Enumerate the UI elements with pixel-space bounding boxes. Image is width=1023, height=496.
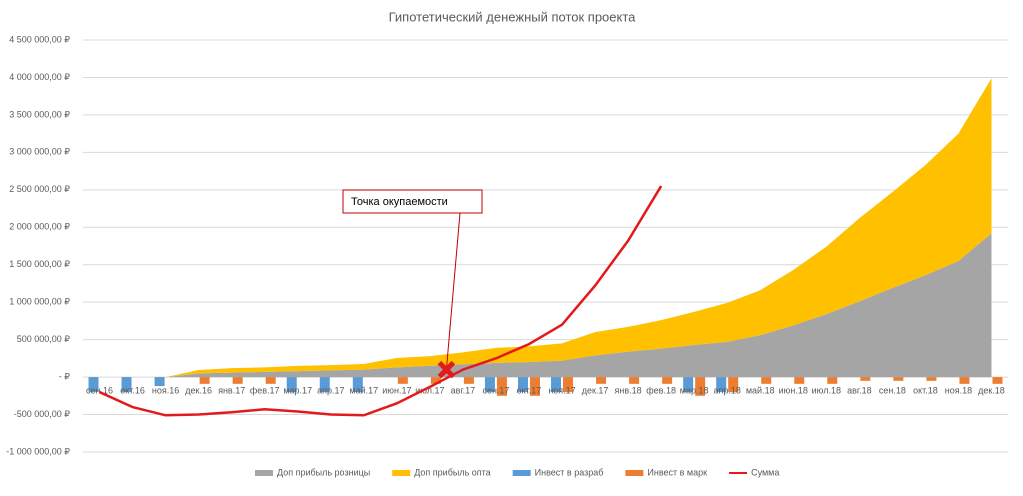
y-tick-label: 2 500 000,00 ₽ [9, 184, 70, 194]
legend-label: Инвест в разраб [535, 467, 604, 477]
bar [629, 377, 640, 384]
x-tick-label: янв.18 [615, 385, 642, 395]
y-tick-label: 3 000 000,00 ₽ [9, 147, 70, 157]
bar [683, 377, 694, 393]
callout-box [342, 189, 483, 214]
x-tick-label: дек.18 [978, 385, 1005, 395]
x-tick-label: июн.17 [382, 385, 411, 395]
area [99, 78, 992, 378]
x-tick-label: май.18 [746, 385, 775, 395]
x-tick-label: апр.17 [317, 385, 344, 395]
y-tick-label: -1 000 000,00 ₽ [6, 446, 70, 456]
bar [496, 377, 507, 396]
legend-swatch [512, 470, 531, 476]
x-tick-label: мар.18 [680, 385, 709, 395]
bar [352, 377, 363, 393]
bar [286, 377, 297, 393]
bar [992, 377, 1003, 384]
bar [517, 377, 528, 393]
x-tick-label: окт.16 [120, 385, 145, 395]
bar [893, 377, 904, 381]
bar [926, 377, 937, 381]
x-tick-label: сен.16 [86, 385, 113, 395]
x-tick-label: сен.18 [879, 385, 906, 395]
x-tick-label: ноя.18 [945, 385, 972, 395]
bar [959, 377, 970, 384]
x-tick-label: авг.18 [847, 385, 871, 395]
x-tick-label: окт.18 [913, 385, 938, 395]
legend-swatch [255, 470, 273, 476]
chart-title: Гипотетический денежный поток проекта [389, 9, 637, 24]
x-tick-label: фев.17 [250, 385, 280, 395]
bar [88, 377, 99, 393]
bar [430, 377, 441, 384]
legend-swatch [625, 470, 644, 476]
x-tick-label: июн.18 [779, 385, 808, 395]
bar [529, 377, 540, 396]
callout-text: Точка окупаемости [351, 196, 448, 208]
x-tick-label: дек.16 [185, 385, 212, 395]
x-tick-label: май.17 [349, 385, 378, 395]
x-tick-label: сен.17 [482, 385, 509, 395]
cross-marker [437, 360, 456, 379]
legend-swatch [392, 470, 411, 476]
bar [319, 377, 330, 393]
bar [463, 377, 474, 384]
bar [662, 377, 673, 384]
bar [265, 377, 276, 384]
x-tick-label: ноя.17 [548, 385, 575, 395]
bar [761, 377, 772, 384]
y-tick-label: - ₽ [59, 371, 70, 381]
x-tick-label: окт.17 [517, 385, 542, 395]
bar [199, 377, 210, 384]
legend-label: Инвест в марк [647, 467, 707, 477]
bar [232, 377, 243, 384]
bar [860, 377, 871, 381]
callout-line [445, 212, 461, 370]
y-tick-label: 1 000 000,00 ₽ [9, 297, 70, 307]
x-tick-label: апр.18 [713, 385, 740, 395]
y-tick-label: 4 500 000,00 ₽ [9, 34, 70, 44]
x-tick-label: июл.18 [812, 385, 841, 395]
bar [397, 377, 408, 384]
bar [551, 377, 562, 393]
bar [794, 377, 805, 384]
y-tick-label: 2 000 000,00 ₽ [9, 222, 70, 232]
x-tick-label: ноя.16 [152, 385, 179, 395]
legend-label: Доп прибыль опта [414, 467, 490, 477]
y-tick-label: -500 000,00 ₽ [14, 409, 71, 419]
y-tick-label: 500 000,00 ₽ [17, 334, 71, 344]
bar [827, 377, 838, 384]
x-tick-label: фев.18 [646, 385, 676, 395]
y-tick-label: 1 500 000,00 ₽ [9, 259, 70, 269]
bar [484, 377, 495, 393]
bar [121, 377, 132, 393]
bar [695, 377, 706, 396]
legend-label: Доп прибыль розницы [277, 467, 370, 477]
x-tick-label: авг.17 [451, 385, 475, 395]
bar [728, 377, 739, 393]
bar [716, 377, 727, 393]
area [99, 233, 992, 378]
x-tick-label: мар.17 [283, 385, 312, 395]
bar [154, 377, 165, 387]
bar [596, 377, 607, 384]
y-tick-label: 3 500 000,00 ₽ [9, 109, 70, 119]
bar [563, 377, 574, 393]
x-tick-label: янв.17 [218, 385, 245, 395]
y-tick-label: 4 000 000,00 ₽ [9, 72, 70, 82]
line [99, 185, 663, 417]
x-tick-label: июл.17 [415, 385, 444, 395]
legend-label: Сумма [751, 467, 779, 477]
x-tick-label: дек.17 [582, 385, 609, 395]
